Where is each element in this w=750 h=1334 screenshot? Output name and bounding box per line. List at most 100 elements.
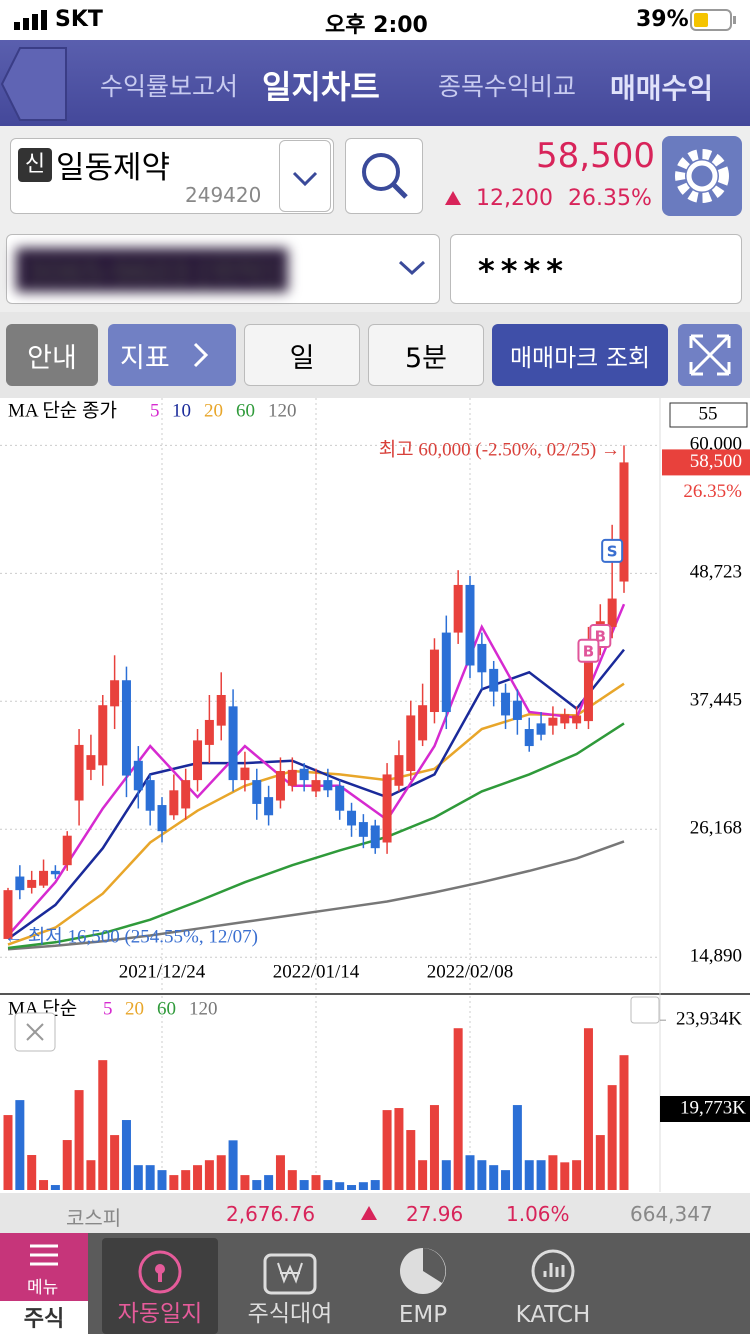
candle-body: [133, 760, 143, 791]
volume-bar: [74, 1090, 84, 1190]
candle-body: [536, 723, 546, 735]
volume-bar: [86, 1160, 96, 1190]
legend-entry: 120: [189, 998, 218, 1019]
tab-label[interactable]: 자동일지: [117, 1301, 203, 1327]
katch-icon: [531, 1249, 575, 1293]
volume-bar: [477, 1160, 487, 1190]
close-icon: [26, 1023, 44, 1041]
volume-bar: [240, 1175, 250, 1190]
indicator-button[interactable]: 지표: [108, 324, 236, 386]
charts: 55 MA 단순 종가 MA 단순 19,773K 14,89026,16837…: [0, 398, 750, 1193]
volume-bar: [121, 1120, 131, 1190]
candle-body: [370, 825, 380, 849]
volume-bar: [169, 1175, 179, 1190]
candle-body: [477, 643, 487, 673]
candle-body: [287, 769, 297, 786]
y-tick-label: 14,890: [690, 946, 742, 967]
index-value: 2,676.76: [226, 1202, 316, 1226]
volume-current-box: [660, 1096, 750, 1122]
tab-label[interactable]: EMP: [398, 1302, 448, 1328]
period-box: [669, 402, 748, 428]
nav-tab[interactable]: 종목수익비교: [438, 72, 577, 101]
interval-select[interactable]: 5분: [368, 324, 484, 386]
volume-current-label: 19,773K: [680, 1097, 746, 1118]
volume-bar: [560, 1162, 570, 1190]
volume-bar: [311, 1175, 321, 1190]
candle-body: [524, 729, 534, 747]
stock-code: 249420: [185, 183, 262, 207]
volume-bar: [347, 1185, 357, 1190]
search-button[interactable]: [345, 138, 423, 214]
volume-bar: [193, 1165, 203, 1190]
candle-body: [465, 584, 475, 666]
legend-entry: 20: [204, 400, 223, 421]
stock-change: 12,200: [476, 186, 553, 211]
volume-bar: [465, 1155, 475, 1190]
period-label: 55: [699, 403, 718, 424]
candle-body: [110, 680, 120, 707]
candle-body: [98, 705, 108, 766]
volume-bar: [98, 1060, 108, 1190]
candle-body: [358, 822, 368, 837]
volume-bar: [489, 1165, 499, 1190]
trade-marker-label: S: [607, 542, 618, 560]
password-mask: ****: [478, 252, 569, 290]
volume-bar: [548, 1155, 558, 1190]
stock-tab[interactable]: 주식: [0, 1301, 88, 1334]
volume-bar: [501, 1170, 511, 1190]
password-field[interactable]: [450, 234, 742, 304]
guide-button[interactable]: 안내: [6, 324, 98, 386]
candle-body: [228, 706, 238, 781]
tab-label[interactable]: 주식대여: [247, 1301, 333, 1327]
tab-label[interactable]: KATCH: [515, 1302, 591, 1328]
back-button[interactable]: [0, 46, 70, 122]
volume-bar: [394, 1108, 404, 1190]
candle-body: [323, 780, 333, 791]
candle-body: [335, 785, 345, 811]
legend-entry: 120: [268, 400, 297, 421]
low-annotation: ← 최저 16,500 (254.55%, 12/07): [4, 925, 258, 947]
dropdown[interactable]: [279, 140, 331, 212]
y-tick-label: 37,445: [690, 690, 742, 711]
volume-bar: [572, 1160, 582, 1190]
candle-body: [572, 715, 582, 724]
expand-button[interactable]: [678, 324, 742, 386]
volume-bar: [441, 1160, 451, 1190]
ma-line: [7, 722, 625, 950]
carrier: SKT: [55, 7, 103, 32]
nav-tab-active[interactable]: 일지차트: [262, 68, 380, 106]
index-change: 27.96: [406, 1202, 464, 1226]
period-select[interactable]: 일: [244, 324, 360, 386]
trade-mark-button[interactable]: 매매마크 조회: [492, 324, 668, 386]
candle-body: [39, 870, 49, 886]
x-tick-label: 2022/01/14: [273, 961, 360, 982]
scroll-button[interactable]: [630, 996, 660, 1024]
account-number: 3065-9603 [위탁]: [16, 248, 288, 292]
volume-bar: [595, 1135, 605, 1190]
settings-button[interactable]: [662, 136, 742, 216]
candle-body: [429, 649, 439, 713]
stock-name: 일동제약: [56, 150, 171, 186]
credit-badge: 신: [18, 148, 52, 182]
candle-body: [86, 755, 96, 770]
volume-bar: [512, 1105, 522, 1190]
volume-bar: [583, 1028, 593, 1190]
nav-bar: 수익률보고서 일지차트 종목수익비교 매매수익: [0, 40, 750, 126]
volume-bar: [299, 1180, 309, 1190]
up-arrow: [445, 191, 461, 205]
nav-tab[interactable]: 수익률보고서: [100, 72, 239, 101]
volume-bar: [358, 1182, 368, 1190]
nav-tab[interactable]: 매매수익: [610, 72, 714, 105]
legend-entry: 20: [125, 998, 144, 1019]
index-bar: 코스피 2,676.76 27.96 1.06% 664,347: [0, 1193, 750, 1233]
candle-body: [50, 870, 60, 875]
candle-body: [15, 876, 25, 891]
ma-line: [7, 840, 625, 951]
last-price-label: 58,500: [690, 451, 742, 472]
index-volume: 664,347: [630, 1202, 713, 1226]
price-legend-title: MA 단순 종가: [8, 399, 117, 421]
candle-body: [27, 879, 37, 888]
menu-button[interactable]: 메뉴: [0, 1233, 88, 1301]
index-up-arrow: [361, 1206, 377, 1220]
candle-body: [548, 717, 558, 726]
